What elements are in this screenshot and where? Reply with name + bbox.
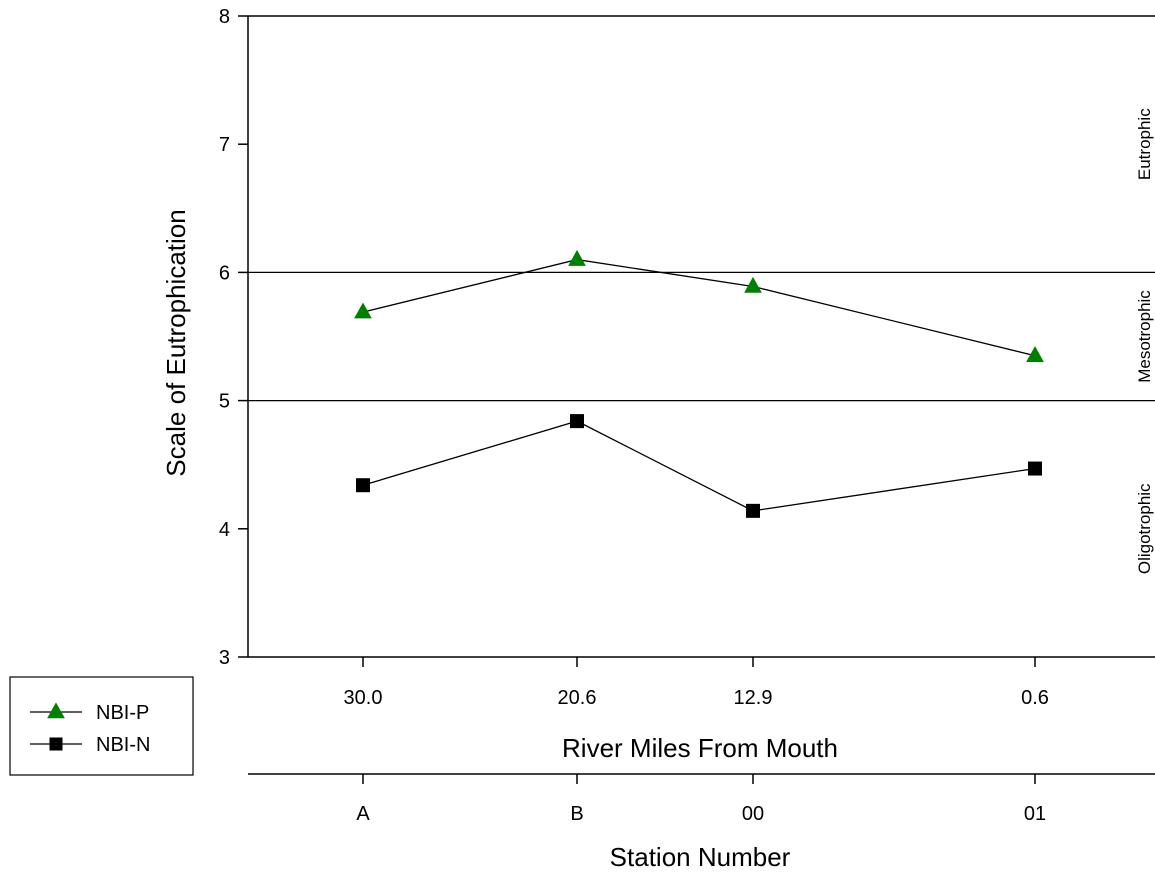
data-point-triangle	[47, 702, 65, 719]
legend-item-nbi-n: NBI-N	[30, 734, 150, 756]
data-point-square	[49, 737, 63, 751]
x-axis-primary-title: River Miles From Mouth	[562, 733, 838, 763]
y-tick-label: 7	[219, 134, 230, 156]
legend-label: NBI-N	[96, 734, 150, 756]
legend-label: NBI-P	[96, 702, 149, 724]
y-tick-label: 4	[219, 519, 230, 541]
zone-label-oligotrophic: Oligotrophic	[1135, 483, 1154, 574]
zone-label-eutrophic: Eutrophic	[1135, 108, 1154, 180]
series-line	[362, 258, 1036, 357]
station-tick-label: 01	[1024, 803, 1046, 825]
zone-label-mesotrophic: Mesotrophic	[1135, 290, 1154, 383]
y-tick-label: 8	[219, 6, 230, 28]
x-axis-primary-ticks: 30.0 20.6 12.9 0.6	[344, 657, 1049, 709]
x-axis-secondary-title: Station Number	[610, 842, 791, 872]
data-point-square	[1028, 461, 1042, 476]
station-tick-label: 00	[742, 803, 764, 825]
zone-labels: Eutrophic Mesotrophic Oligotrophic	[1135, 108, 1154, 574]
x-tick-label: 30.0	[344, 687, 383, 709]
axes	[247, 15, 1155, 775]
data-point-square	[570, 414, 584, 429]
data-point-triangle	[354, 302, 372, 319]
threshold-lines	[248, 271, 1155, 402]
station-tick-label: A	[356, 803, 370, 825]
x-tick-label: 20.6	[558, 687, 597, 709]
data-point-square	[356, 478, 370, 493]
legend: NBI-P NBI-N	[9, 676, 194, 776]
series-nbi-p	[354, 249, 1044, 362]
data-point-square	[746, 503, 760, 518]
data-point-triangle	[568, 249, 586, 266]
y-axis-ticks: 3 4 5 6 7 8	[219, 6, 248, 669]
series-nbi-n	[356, 414, 1042, 518]
y-tick-label: 6	[219, 262, 230, 284]
data-point-triangle	[744, 276, 762, 293]
y-tick-label: 3	[219, 647, 230, 669]
series-line	[362, 420, 1036, 512]
legend-box	[9, 676, 194, 776]
legend-item-nbi-p: NBI-P	[30, 702, 149, 724]
x-axis-secondary-ticks: A B 00 01	[356, 774, 1046, 825]
series	[354, 249, 1044, 518]
y-axis-title: Scale of Eutrophication	[161, 209, 191, 476]
x-tick-label: 0.6	[1021, 687, 1049, 709]
x-tick-label: 12.9	[734, 687, 773, 709]
station-tick-label: B	[570, 803, 583, 825]
data-point-triangle	[1026, 346, 1044, 362]
y-tick-label: 5	[219, 391, 230, 413]
